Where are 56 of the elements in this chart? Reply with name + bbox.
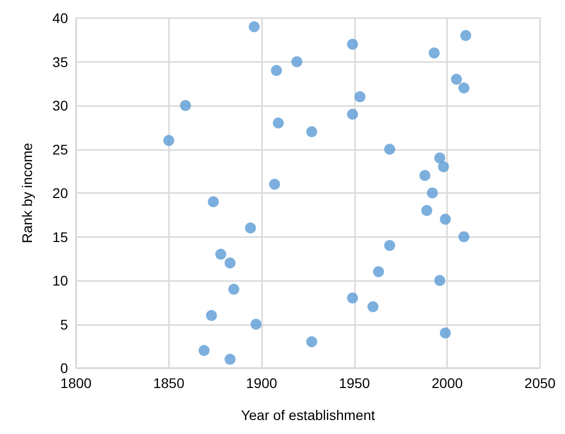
x-axis-title: Year of establishment <box>240 407 376 423</box>
x-tick-label: 1850 <box>153 375 185 391</box>
point <box>198 345 210 356</box>
point <box>347 38 358 50</box>
point <box>224 258 236 268</box>
y-tick-label: 0 <box>60 360 68 376</box>
point <box>384 144 396 155</box>
point <box>373 266 384 278</box>
point <box>428 48 440 58</box>
point <box>384 240 396 251</box>
point <box>206 310 217 321</box>
point <box>434 152 446 164</box>
point <box>163 135 174 146</box>
x-tick-label: 1950 <box>338 375 370 391</box>
point <box>228 284 240 295</box>
point <box>224 354 236 365</box>
point <box>306 126 318 138</box>
point <box>354 91 366 102</box>
point <box>306 336 318 348</box>
y-tick-label: 15 <box>52 228 68 245</box>
y-tick-label: 30 <box>52 98 68 114</box>
point <box>250 318 262 330</box>
point <box>208 196 219 208</box>
y-tick-label: 20 <box>52 185 68 201</box>
point <box>244 222 256 234</box>
point <box>426 188 438 198</box>
x-tick-label: 1900 <box>246 375 278 391</box>
x-tick-label: 2050 <box>524 375 556 391</box>
point <box>248 21 260 32</box>
point <box>347 108 358 120</box>
point <box>272 118 284 128</box>
point <box>458 82 470 94</box>
point <box>421 205 432 216</box>
point <box>458 231 470 242</box>
point <box>215 248 226 260</box>
x-tick-label: 2000 <box>432 375 463 391</box>
point <box>438 161 449 172</box>
point <box>291 56 302 68</box>
point <box>460 30 472 41</box>
point <box>440 214 451 225</box>
y-tick-label: 35 <box>52 54 68 70</box>
point <box>180 100 192 111</box>
point <box>419 170 430 181</box>
point <box>347 292 358 304</box>
y-axis-title: Rank by income <box>19 142 35 244</box>
point <box>269 178 280 190</box>
point <box>270 65 282 76</box>
point <box>367 301 378 312</box>
x-tick-label: 1800 <box>60 375 92 391</box>
y-tick-label: 5 <box>60 316 68 332</box>
point <box>434 275 446 286</box>
y-tick-label: 25 <box>52 141 68 158</box>
y-tick-label: 10 <box>52 272 68 288</box>
y-tick-label: 40 <box>52 10 68 26</box>
point <box>440 328 451 338</box>
point <box>450 74 462 85</box>
